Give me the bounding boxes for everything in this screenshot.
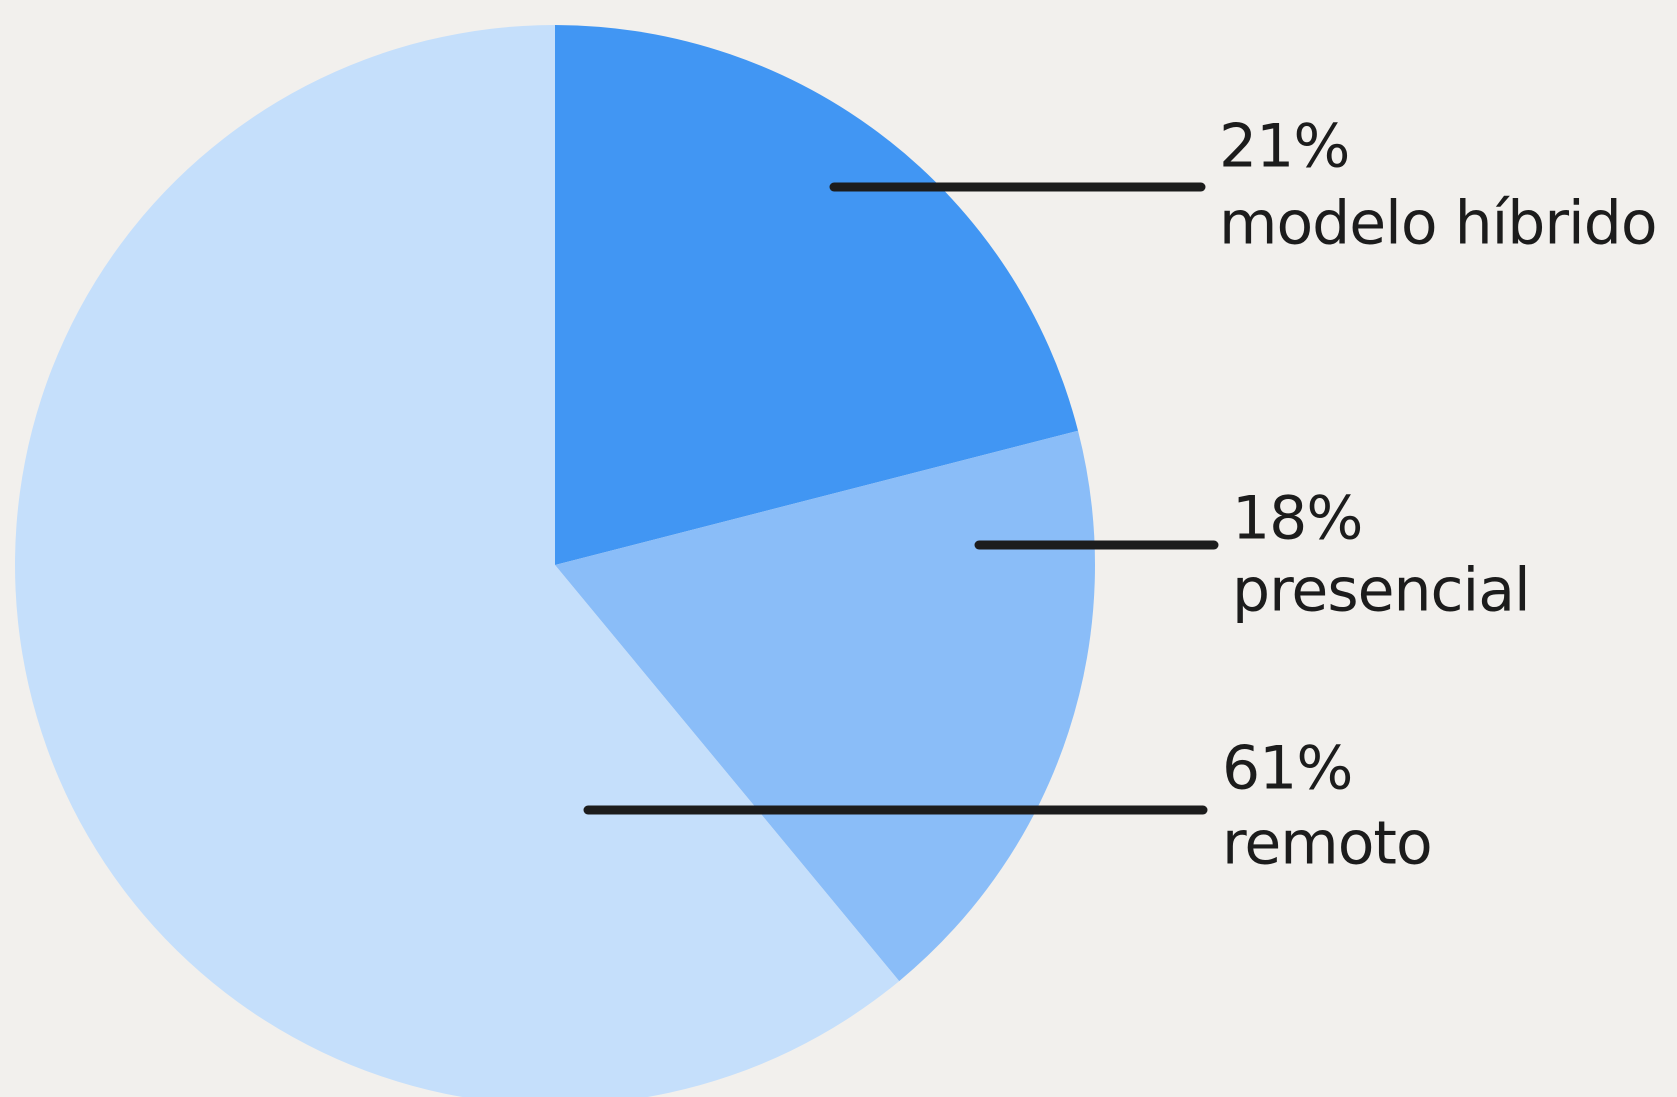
category-label: presencial [1232, 556, 1530, 626]
pie-slice [15, 25, 900, 1097]
category-label: modelo híbrido [1219, 189, 1657, 259]
pie-slice [555, 25, 1079, 565]
value-label: 18% [1232, 484, 1362, 554]
pie-slice [555, 430, 1095, 982]
category-label: remoto [1222, 809, 1432, 879]
value-label: 61% [1222, 734, 1352, 804]
value-label: 21% [1219, 112, 1349, 182]
